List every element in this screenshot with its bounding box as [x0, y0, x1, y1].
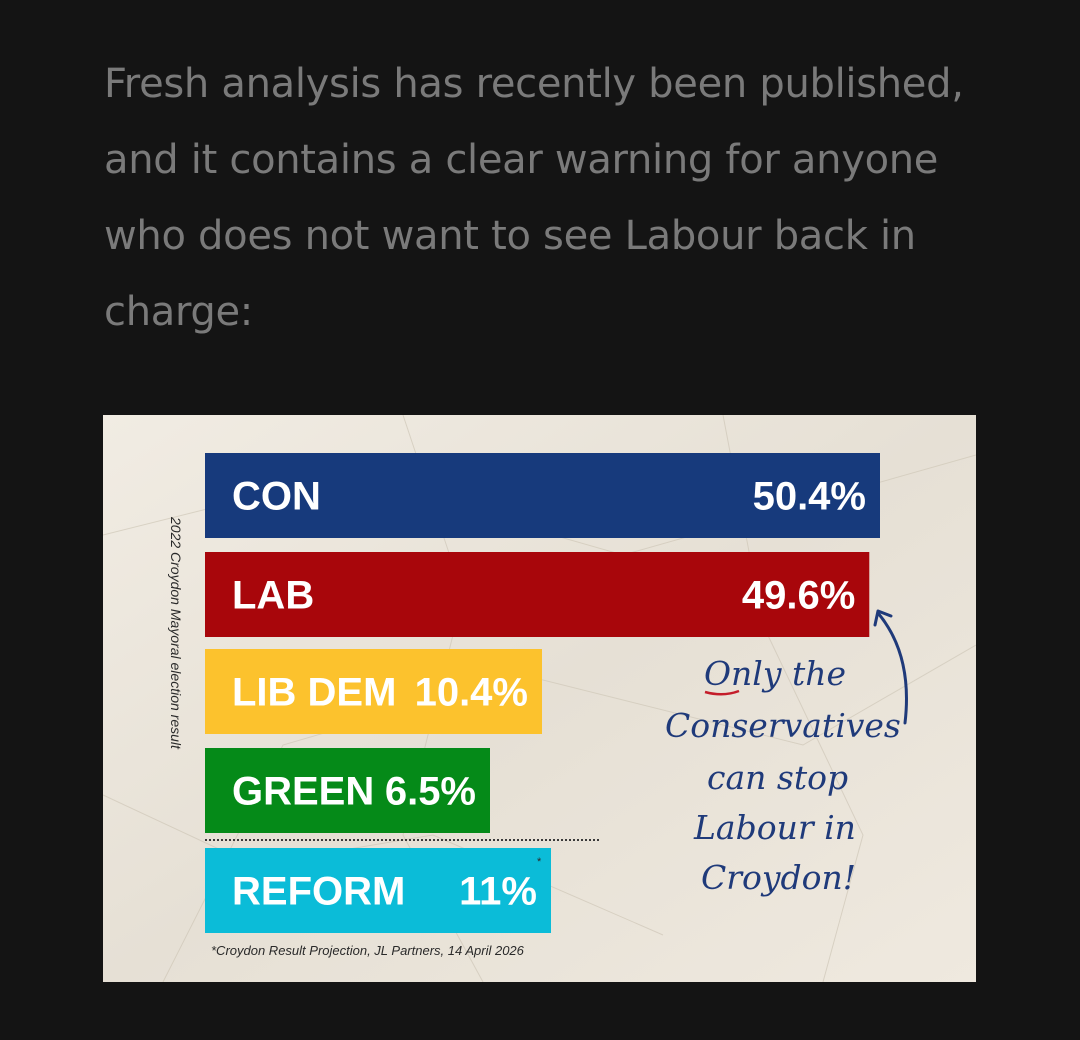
annotation-arrowhead: [873, 609, 893, 627]
election-chart-image: 2022 Croydon Mayoral election result CON…: [103, 415, 976, 982]
category-label-lib-dem: LIB DEM: [232, 671, 396, 715]
value-label-reform: 11%: [459, 870, 537, 914]
chart-svg: 2022 Croydon Mayoral election result CON…: [103, 415, 976, 982]
annotation-line-1: Only the: [704, 654, 846, 693]
bar-reform: [205, 848, 551, 933]
bar-lib-dem: [205, 649, 542, 734]
value-label-green: 6.5%: [385, 770, 476, 814]
article-paragraph: Fresh analysis has recently been publish…: [104, 61, 964, 335]
annotation-line-2: Conservatives: [665, 706, 901, 745]
annotation-arrow: [876, 611, 908, 725]
reform-asterisk: *: [537, 856, 542, 868]
annotation-line-3: can stop: [707, 758, 848, 797]
category-label-con: CON: [232, 475, 321, 519]
bar-green: [205, 748, 490, 833]
value-label-lab: 49.6%: [742, 574, 855, 618]
bars-group: CON 50.4% LAB 49.6% LIB DEM 10.4% GREEN 6.5% REF…: [205, 453, 880, 933]
annotation: Only the Conservatives can stop Labour i…: [665, 609, 908, 897]
bar-con: [205, 453, 880, 538]
category-label-reform: REFORM: [232, 870, 405, 914]
annotation-underline: [704, 689, 740, 696]
side-label: 2022 Croydon Mayoral election result: [168, 516, 184, 750]
category-label-lab: LAB: [232, 574, 314, 618]
value-label-lib-dem: 10.4%: [415, 671, 528, 715]
category-label-green: GREEN: [232, 770, 374, 814]
bar-lab: [205, 552, 870, 637]
value-label-con: 50.4%: [753, 475, 866, 519]
footnote: *Croydon Result Projection, JL Partners,…: [211, 943, 525, 958]
annotation-line-5: Croydon!: [701, 858, 856, 897]
annotation-line-4: Labour in: [693, 808, 856, 847]
